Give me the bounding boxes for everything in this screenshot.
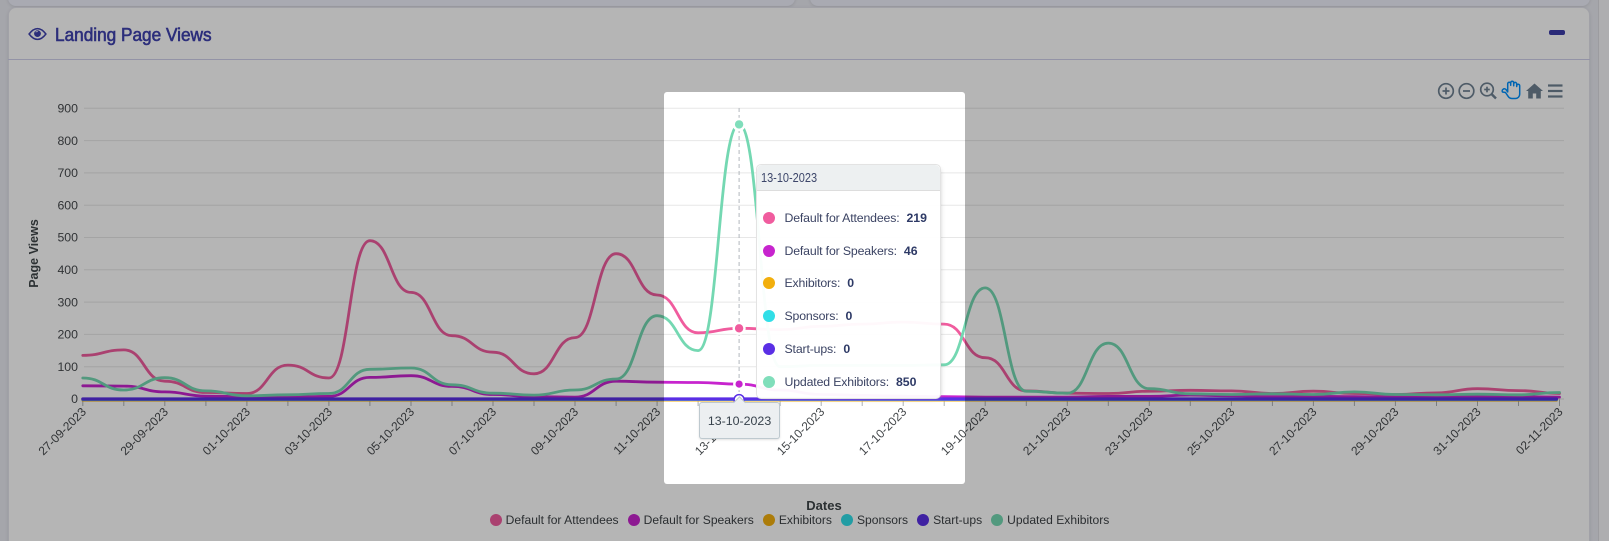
- svg-text:27-09-2023: 27-09-2023: [36, 404, 90, 458]
- svg-text:31-10-2023: 31-10-2023: [1430, 404, 1484, 458]
- svg-text:500: 500: [57, 231, 78, 245]
- svg-text:29-09-2023: 29-09-2023: [118, 404, 172, 458]
- svg-text:800: 800: [57, 134, 78, 148]
- svg-text:02-11-2023: 02-11-2023: [1513, 404, 1566, 457]
- svg-text:0: 0: [71, 392, 78, 406]
- svg-text:05-10-2023: 05-10-2023: [364, 404, 418, 458]
- svg-text:23-10-2023: 23-10-2023: [1102, 404, 1156, 458]
- svg-text:09-10-2023: 09-10-2023: [528, 404, 582, 458]
- svg-text:03-10-2023: 03-10-2023: [282, 404, 336, 458]
- svg-text:25-10-2023: 25-10-2023: [1184, 404, 1238, 458]
- svg-text:Page Views: Page Views: [27, 219, 41, 288]
- svg-text:29-10-2023: 29-10-2023: [1348, 404, 1402, 458]
- svg-text:100: 100: [57, 360, 78, 374]
- svg-text:27-10-2023: 27-10-2023: [1266, 404, 1320, 458]
- svg-text:Dates: Dates: [806, 498, 841, 513]
- svg-text:11-10-2023: 11-10-2023: [611, 404, 664, 457]
- svg-text:900: 900: [57, 102, 78, 116]
- svg-text:01-10-2023: 01-10-2023: [200, 404, 254, 458]
- svg-text:200: 200: [57, 328, 78, 342]
- svg-text:700: 700: [57, 166, 78, 180]
- svg-text:400: 400: [57, 263, 78, 277]
- svg-text:600: 600: [57, 198, 78, 212]
- svg-text:21-10-2023: 21-10-2023: [1020, 404, 1074, 458]
- svg-text:300: 300: [57, 295, 78, 309]
- svg-text:07-10-2023: 07-10-2023: [446, 404, 500, 458]
